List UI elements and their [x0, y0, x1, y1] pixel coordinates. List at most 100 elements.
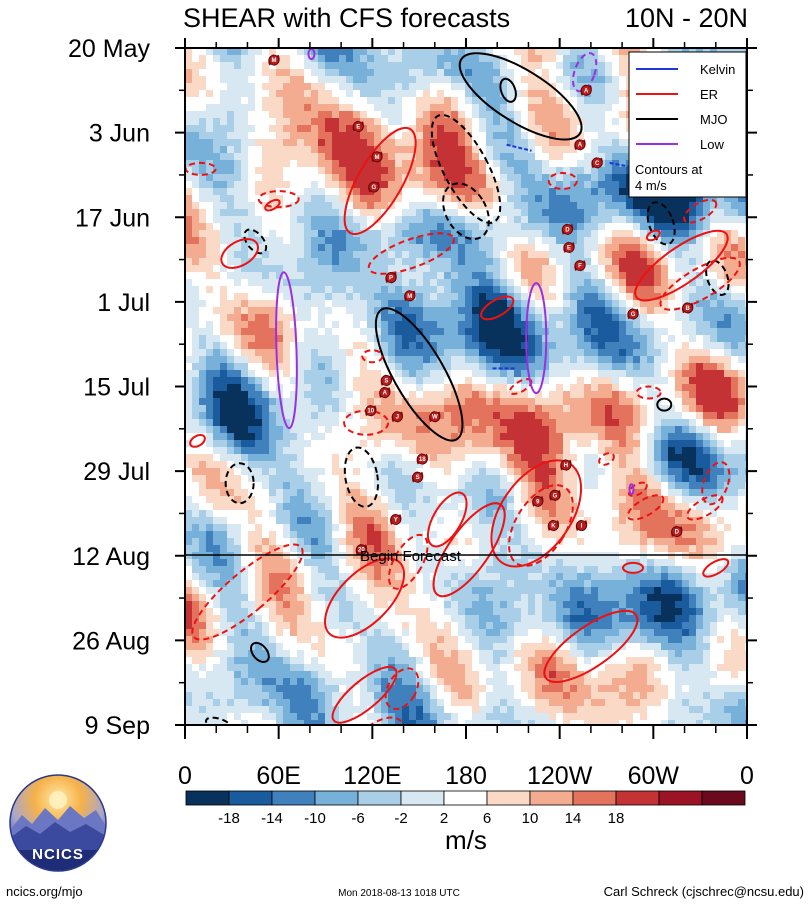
heatmap-cell	[563, 419, 571, 427]
heatmap-cell	[458, 62, 466, 70]
heatmap-cell	[563, 55, 571, 63]
heatmap-cell	[346, 461, 354, 469]
heatmap-cell	[318, 216, 326, 224]
heatmap-cell	[661, 384, 669, 392]
heatmap-cell	[668, 426, 676, 434]
heatmap-cell	[647, 258, 655, 266]
heatmap-cell	[605, 251, 613, 259]
heatmap-cell	[185, 125, 193, 133]
heatmap-cell	[563, 69, 571, 77]
heatmap-cell	[640, 356, 648, 364]
heatmap-cell	[591, 314, 599, 322]
heatmap-cell	[591, 384, 599, 392]
heatmap-cell	[591, 258, 599, 266]
heatmap-cell	[248, 279, 256, 287]
heatmap-cell	[374, 167, 382, 175]
heatmap-cell	[206, 349, 214, 357]
heatmap-cell	[437, 370, 445, 378]
heatmap-cell	[283, 139, 291, 147]
heatmap-cell	[535, 412, 543, 420]
heatmap-cell	[234, 391, 242, 399]
heatmap-cell	[731, 293, 739, 301]
heatmap-cell	[325, 377, 333, 385]
heatmap-cell	[528, 433, 536, 441]
heatmap-cell	[332, 300, 340, 308]
heatmap-cell	[353, 405, 361, 413]
heatmap-cell	[276, 69, 284, 77]
heatmap-cell	[479, 174, 487, 182]
heatmap-cell	[619, 69, 627, 77]
heatmap-cell	[262, 461, 270, 469]
heatmap-cell	[409, 104, 417, 112]
heatmap-cell	[346, 419, 354, 427]
heatmap-cell	[486, 76, 494, 84]
heatmap-cell	[661, 237, 669, 245]
heatmap-cell	[528, 468, 536, 476]
heatmap-cell	[521, 356, 529, 364]
heatmap-cell	[283, 314, 291, 322]
heatmap-cell	[248, 90, 256, 98]
heatmap-cell	[507, 104, 515, 112]
heatmap-cell	[437, 363, 445, 371]
heatmap-cell	[346, 475, 354, 483]
heatmap-cell	[654, 279, 662, 287]
heatmap-cell	[514, 153, 522, 161]
heatmap-cell	[332, 76, 340, 84]
heatmap-cell	[696, 454, 704, 462]
heatmap-cell	[185, 244, 193, 252]
heatmap-cell	[339, 454, 347, 462]
heatmap-cell	[647, 426, 655, 434]
heatmap-cell	[311, 440, 319, 448]
heatmap-cell	[738, 468, 746, 476]
heatmap-cell	[647, 454, 655, 462]
heatmap-cell	[500, 370, 508, 378]
heatmap-cell	[192, 286, 200, 294]
heatmap-cell	[318, 419, 326, 427]
heatmap-cell	[290, 153, 298, 161]
heatmap-cell	[199, 97, 207, 105]
heatmap-cell	[346, 181, 354, 189]
heatmap-cell	[437, 97, 445, 105]
heatmap-cell	[276, 153, 284, 161]
heatmap-cell	[311, 454, 319, 462]
heatmap-cell	[255, 48, 263, 56]
heatmap-cell	[458, 139, 466, 147]
heatmap-cell	[255, 461, 263, 469]
heatmap-cell	[738, 230, 746, 238]
heatmap-cell	[227, 433, 235, 441]
heatmap-cell	[486, 258, 494, 266]
heatmap-cell	[521, 412, 529, 420]
heatmap-cell	[591, 181, 599, 189]
heatmap-cell	[563, 202, 571, 210]
heatmap-cell	[682, 363, 690, 371]
heatmap-cell	[276, 475, 284, 483]
heatmap-cell	[556, 307, 564, 315]
heatmap-cell	[675, 363, 683, 371]
heatmap-cell	[220, 146, 228, 154]
heatmap-cell	[528, 342, 536, 350]
heatmap-cell	[199, 125, 207, 133]
heatmap-cell	[612, 146, 620, 154]
heatmap-cell	[528, 412, 536, 420]
heatmap-cell	[241, 83, 249, 91]
heatmap-cell	[332, 118, 340, 126]
heatmap-cell	[724, 377, 732, 385]
heatmap-cell	[675, 335, 683, 343]
heatmap-cell	[234, 258, 242, 266]
heatmap-cell	[227, 167, 235, 175]
heatmap-cell	[437, 447, 445, 455]
heatmap-cell	[304, 265, 312, 273]
heatmap-cell	[458, 167, 466, 175]
heatmap-cell	[619, 118, 627, 126]
heatmap-cell	[465, 181, 473, 189]
heatmap-cell	[591, 349, 599, 357]
heatmap-cell	[472, 363, 480, 371]
heatmap-cell	[318, 405, 326, 413]
heatmap-cell	[591, 244, 599, 252]
heatmap-cell	[612, 426, 620, 434]
heatmap-cell	[437, 475, 445, 483]
heatmap-cell	[185, 461, 193, 469]
heatmap-cell	[500, 363, 508, 371]
heatmap-cell	[409, 230, 417, 238]
heatmap-cell	[227, 118, 235, 126]
